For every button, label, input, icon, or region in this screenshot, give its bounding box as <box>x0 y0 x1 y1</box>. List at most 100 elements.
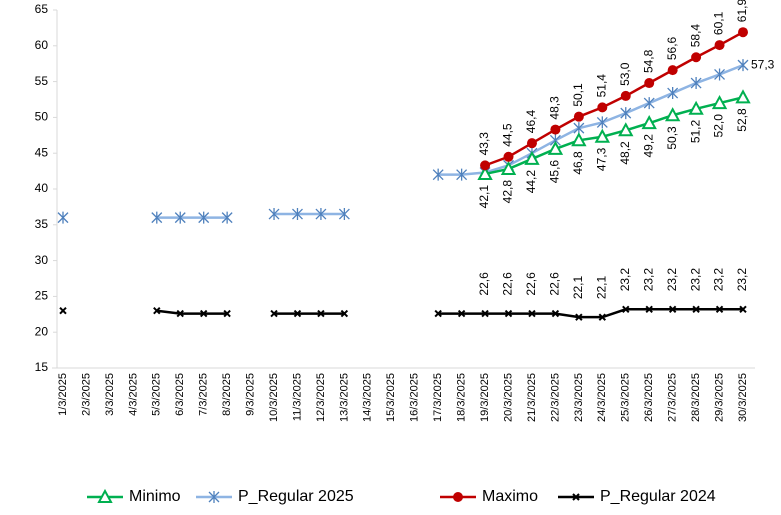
value-label: 50,3 <box>665 126 679 150</box>
x-tick-label: 15/3/2025 <box>385 373 397 422</box>
marker <box>59 307 67 315</box>
value-label: 22,1 <box>594 275 608 299</box>
value-label: 61,9 <box>735 0 749 22</box>
marker <box>714 68 726 81</box>
value-label: 56,6 <box>665 36 679 60</box>
marker <box>667 87 679 100</box>
marker <box>572 493 580 501</box>
value-label: 51,4 <box>594 74 608 98</box>
x-tick-label: 9/3/2025 <box>244 373 256 416</box>
value-label: 23,2 <box>665 268 679 292</box>
marker <box>270 309 278 318</box>
marker <box>151 211 163 224</box>
marker <box>503 151 514 162</box>
x-tick-label: 8/3/2025 <box>221 373 233 416</box>
x-tick-label: 24/3/2025 <box>596 373 608 422</box>
marker <box>500 160 517 175</box>
marker <box>739 305 747 313</box>
marker <box>480 160 491 171</box>
marker <box>573 111 584 122</box>
marker <box>97 488 113 503</box>
value-label: 42,1 <box>477 185 491 209</box>
x-tick-label: 19/3/2025 <box>479 373 491 422</box>
marker <box>691 52 702 63</box>
marker <box>434 309 442 318</box>
marker <box>622 305 630 313</box>
x-tick-label: 21/3/2025 <box>526 373 538 422</box>
x-tick-label: 13/3/2025 <box>338 373 350 422</box>
value-label: 23,2 <box>735 268 749 292</box>
y-tick-label: 60 <box>35 38 49 52</box>
value-label: 54,8 <box>641 49 655 73</box>
value-label: 51,2 <box>688 119 702 143</box>
value-label: 23,2 <box>641 268 655 292</box>
value-label: 22,6 <box>477 272 491 296</box>
y-tick-label: 15 <box>35 360 49 374</box>
marker <box>645 305 653 313</box>
value-label: 52,8 <box>735 108 749 132</box>
x-tick-label: 7/3/2025 <box>198 373 210 416</box>
marker <box>223 309 231 318</box>
marker <box>571 132 587 147</box>
y-tick-label: 35 <box>35 217 49 231</box>
marker <box>456 168 468 181</box>
x-tick-label: 20/3/2025 <box>502 373 514 422</box>
marker <box>596 116 608 129</box>
marker <box>598 313 607 321</box>
value-label: 42,8 <box>501 180 515 204</box>
value-label: 48,2 <box>618 141 632 165</box>
legend-label: P_Regular 2025 <box>238 488 354 505</box>
legend-label: Minimo <box>129 488 181 505</box>
marker <box>338 208 350 221</box>
value-label: 23,2 <box>688 268 702 292</box>
marker <box>737 59 749 72</box>
marker <box>551 309 560 318</box>
marker <box>292 208 303 221</box>
y-tick-label: 40 <box>35 181 49 195</box>
marker <box>453 492 463 502</box>
marker <box>57 211 69 224</box>
marker <box>575 313 583 321</box>
value-label: 43,3 <box>477 132 491 156</box>
series-line <box>484 31 744 167</box>
value-label: 22,1 <box>571 275 585 299</box>
marker <box>644 78 655 89</box>
marker <box>547 140 564 155</box>
x-tick-label: 26/3/2025 <box>643 373 655 422</box>
x-tick-label: 6/3/2025 <box>174 373 186 416</box>
marker <box>176 309 184 318</box>
marker <box>641 115 657 130</box>
marker <box>528 309 536 318</box>
marker <box>153 307 161 315</box>
marker <box>550 124 561 135</box>
y-tick-label: 55 <box>35 74 49 88</box>
x-tick-label: 14/3/2025 <box>362 373 374 422</box>
y-tick-label: 30 <box>35 253 49 267</box>
marker <box>668 305 677 313</box>
value-label: 47,3 <box>594 147 608 171</box>
x-tick-label: 22/3/2025 <box>549 373 561 422</box>
x-tick-label: 23/3/2025 <box>573 373 585 422</box>
marker <box>504 309 513 318</box>
value-label: 22,6 <box>548 272 562 296</box>
marker <box>432 168 444 181</box>
marker <box>293 309 302 318</box>
marker <box>208 491 220 503</box>
x-tick-label: 27/3/2025 <box>667 373 679 422</box>
legend-label: P_Regular 2024 <box>600 488 716 505</box>
marker <box>573 122 585 135</box>
x-tick-label: 2/3/2025 <box>80 373 92 416</box>
value-label: 60,1 <box>712 11 726 35</box>
y-tick-label: 50 <box>35 110 49 124</box>
y-tick-label: 65 <box>35 2 49 16</box>
marker <box>711 94 728 110</box>
marker <box>738 27 748 38</box>
marker <box>594 128 610 143</box>
x-tick-label: 16/3/2025 <box>409 373 421 422</box>
marker <box>315 208 327 221</box>
marker <box>715 305 724 313</box>
series-line <box>156 63 744 219</box>
value-label: 44,5 <box>501 123 515 147</box>
value-label: 22,6 <box>524 272 538 296</box>
